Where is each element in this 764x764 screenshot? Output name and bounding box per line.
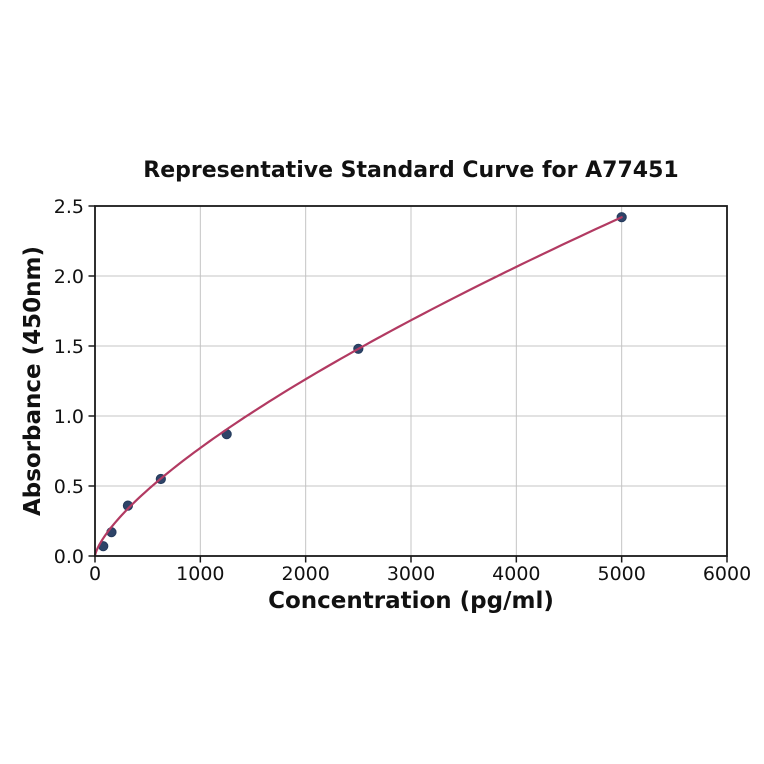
y-tick-label: 1.0: [54, 406, 84, 428]
x-tick-label: 1000: [176, 563, 224, 585]
x-tick-label: 4000: [492, 563, 540, 585]
y-tick-labels: 0.0 0.5 1.0 1.5 2.0 2.5: [54, 196, 84, 568]
y-axis-label: Absorbance (450nm): [20, 245, 46, 517]
x-tick-label: 0: [89, 563, 101, 585]
tick-marks: [88, 205, 728, 563]
y-tick-label: 1.5: [54, 336, 84, 358]
y-tick-label: 2.0: [54, 266, 84, 288]
x-tick-label: 6000: [703, 563, 751, 585]
data-points: [98, 212, 627, 552]
x-tick-labels: 0 1000 2000 3000 4000 5000 6000: [89, 563, 751, 585]
y-tick-label: 0.5: [54, 476, 84, 498]
x-tick-label: 3000: [387, 563, 435, 585]
chart-title: Representative Standard Curve for A77451: [143, 158, 679, 183]
x-axis-label: Concentration (pg/ml): [268, 588, 554, 614]
gridlines: [95, 206, 727, 556]
y-tick-label: 0.0: [54, 546, 84, 568]
y-tick-label: 2.5: [54, 196, 84, 218]
fitted-curve-line: [93, 216, 623, 558]
x-tick-label: 2000: [281, 563, 329, 585]
x-tick-label: 5000: [597, 563, 645, 585]
